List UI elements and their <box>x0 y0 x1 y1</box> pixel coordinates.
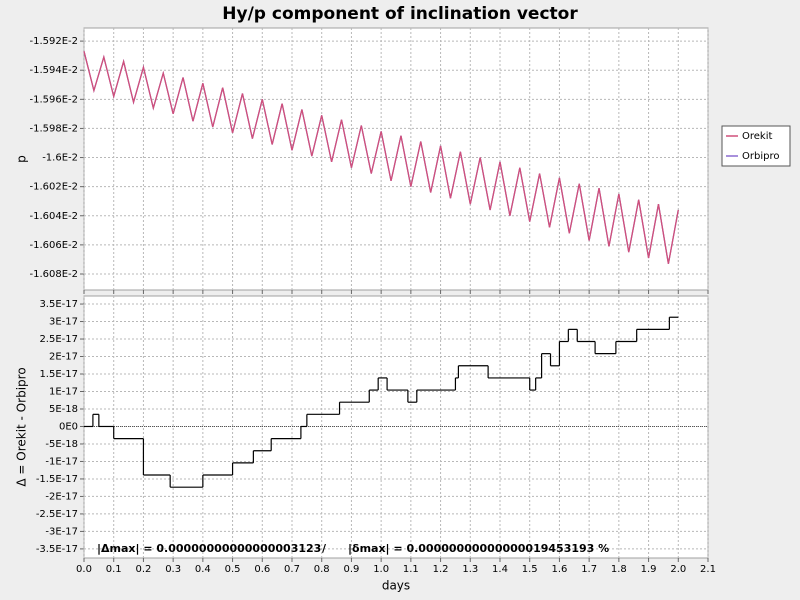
y-tick-label: -1E-17 <box>45 456 78 467</box>
y-tick-label: -3E-17 <box>45 526 78 537</box>
x-tick-label: 0.8 <box>314 564 330 575</box>
y-tick-label: -1.594E-2 <box>29 65 78 76</box>
y-tick-label: -2.5E-17 <box>36 509 78 520</box>
x-tick-label: 1.5 <box>522 564 538 575</box>
annotation: |Δmax| = 0.00000000000000003123 <box>97 542 321 555</box>
chart-title: Hy/p component of inclination vector <box>222 4 578 24</box>
x-tick-label: 0.6 <box>254 564 270 575</box>
data-line <box>83 51 679 264</box>
x-tick-label: 1.2 <box>433 564 449 575</box>
annotation: / <box>322 542 327 555</box>
legend-label: Orbipro <box>742 151 779 162</box>
plot-area <box>83 295 709 559</box>
y-tick-label: -1.598E-2 <box>29 123 78 134</box>
x-tick-label: 1.9 <box>641 564 657 575</box>
x-tick-label: 2.1 <box>700 564 716 575</box>
x-tick-label: 1.3 <box>462 564 478 575</box>
legend-label: Orekit <box>742 131 772 142</box>
x-tick-label: 1.7 <box>581 564 597 575</box>
y-tick-label: -1.596E-2 <box>29 94 78 105</box>
x-tick-label: 0.4 <box>195 564 211 575</box>
x-tick-label: 0.3 <box>165 564 181 575</box>
y-tick-label: -5E-18 <box>45 439 78 450</box>
y-axis-title: p <box>15 155 29 163</box>
x-tick-label: 0.5 <box>225 564 241 575</box>
y-tick-label: 1.5E-17 <box>39 369 78 380</box>
x-tick-label: 0.2 <box>135 564 151 575</box>
annotation: |δmax| = 0.00000000000000019453193 % <box>348 542 609 555</box>
y-tick-label: -3.5E-17 <box>36 544 78 555</box>
y-tick-label: -1.6E-2 <box>42 153 78 164</box>
y-tick-label: -1.602E-2 <box>29 182 78 193</box>
x-tick-label: 1.1 <box>403 564 419 575</box>
y-tick-label: 5E-18 <box>49 404 78 415</box>
x-tick-label: 1.4 <box>492 564 508 575</box>
y-tick-label: -1.5E-17 <box>36 474 78 485</box>
x-tick-label: 0.7 <box>284 564 300 575</box>
y-tick-label: -1.606E-2 <box>29 240 78 251</box>
y-tick-label: 3.5E-17 <box>39 299 78 310</box>
y-tick-label: -1.592E-2 <box>29 36 78 47</box>
x-tick-label: 1.8 <box>611 564 627 575</box>
y-tick-label: 2.5E-17 <box>39 334 78 345</box>
y-tick-label: 0E0 <box>59 421 78 432</box>
x-axis-title: days <box>382 579 410 593</box>
x-tick-label: 0.0 <box>76 564 92 575</box>
y-axis-title: Δ = Orekit - Orbipro <box>15 367 29 486</box>
x-tick-label: 1.6 <box>551 564 567 575</box>
x-tick-label: 0.9 <box>343 564 359 575</box>
x-tick-label: 0.1 <box>106 564 122 575</box>
x-tick-label: 1.0 <box>373 564 389 575</box>
x-tick-label: 2.0 <box>670 564 686 575</box>
y-tick-label: -1.608E-2 <box>29 269 78 280</box>
y-tick-label: 3E-17 <box>49 317 78 328</box>
y-tick-label: -1.604E-2 <box>29 211 78 222</box>
y-tick-label: -2E-17 <box>45 491 78 502</box>
y-tick-label: 1E-17 <box>49 386 78 397</box>
y-tick-label: 2E-17 <box>49 352 78 363</box>
legend-box <box>721 125 791 167</box>
